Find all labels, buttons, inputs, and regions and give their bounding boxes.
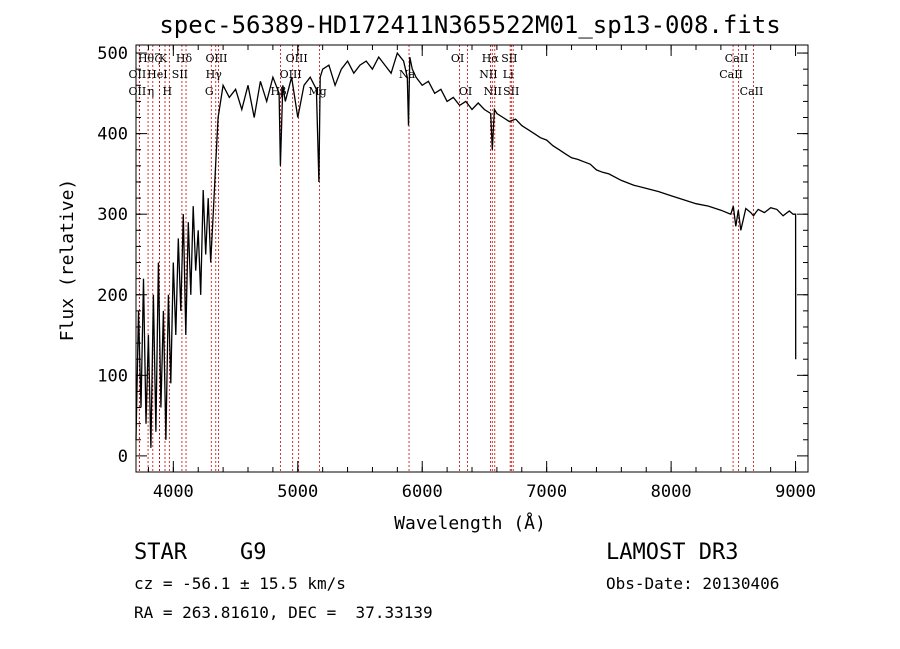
y-tick-label: 200 — [97, 286, 128, 306]
redshift-velocity-text: cz = -56.1 ± 15.5 km/s — [134, 574, 346, 593]
line-marker-label: CaII — [719, 68, 743, 81]
line-marker-label: SII — [503, 85, 519, 98]
line-marker-label: NII — [479, 68, 497, 81]
y-tick-label: 100 — [97, 366, 128, 386]
x-tick-label: 7000 — [526, 482, 567, 502]
y-tick-label: 500 — [97, 44, 128, 64]
line-marker-label: OIII — [205, 52, 227, 65]
line-marker-label: G — [205, 85, 214, 98]
x-axis-label: Wavelength (Å) — [394, 512, 546, 534]
line-marker-label: Mg — [308, 85, 326, 98]
line-marker-label: Hδ — [176, 52, 193, 65]
x-tick-label: 5000 — [277, 482, 318, 502]
line-marker-label: η — [148, 85, 155, 98]
line-marker-label: OIII — [286, 52, 308, 65]
line-marker-label: OII — [129, 68, 147, 81]
line-marker-label: CaII — [725, 52, 749, 65]
line-marker-label: OIII — [280, 68, 302, 81]
y-axis-label: Flux (relative) — [57, 179, 78, 342]
chart-title: spec-56389-HD172411N365522M01_sp13-008.f… — [159, 11, 780, 39]
line-marker-label: Hγ — [206, 68, 223, 81]
axis-ticks — [136, 45, 808, 472]
object-class-label: STAR — [134, 540, 187, 565]
y-tick-label: 400 — [97, 125, 128, 145]
x-tick-label: 9000 — [775, 482, 816, 502]
line-marker-label: Hα — [482, 52, 500, 65]
y-tick-label: 0 — [118, 447, 128, 467]
line-markers — [138, 45, 754, 472]
line-marker-label: OI — [459, 85, 472, 98]
axis-tick-labels: 4000 5000 6000 7000 8000 9000 0 100 200 300 400 500 — [97, 44, 816, 502]
y-tick-label: 300 — [97, 205, 128, 225]
x-tick-label: 8000 — [651, 482, 692, 502]
line-marker-label: K — [159, 52, 168, 65]
spectrum-series-line — [135, 51, 797, 448]
line-marker-label: OI — [451, 52, 464, 65]
coordinates-text: RA = 263.81610, DEC = 37.33139 — [134, 603, 433, 622]
survey-label: LAMOST DR3 — [606, 540, 739, 565]
line-marker-label: Li — [503, 68, 514, 81]
line-marker-label: CaII — [740, 85, 764, 98]
line-marker-label: NII — [484, 85, 502, 98]
line-marker-label: HeI — [147, 68, 167, 81]
line-marker-label: ζ — [155, 52, 161, 65]
line-marker-label: SII — [501, 52, 517, 65]
observation-date-text: Obs-Date: 20130406 — [606, 574, 780, 593]
line-marker-label: H — [163, 85, 173, 98]
x-tick-label: 6000 — [402, 482, 443, 502]
object-subclass-label: G9 — [240, 540, 267, 565]
line-marker-label: OII — [129, 85, 147, 98]
x-tick-label: 4000 — [153, 482, 194, 502]
line-marker-label: SII — [172, 68, 188, 81]
line-marker-label: Hθ — [138, 52, 155, 65]
